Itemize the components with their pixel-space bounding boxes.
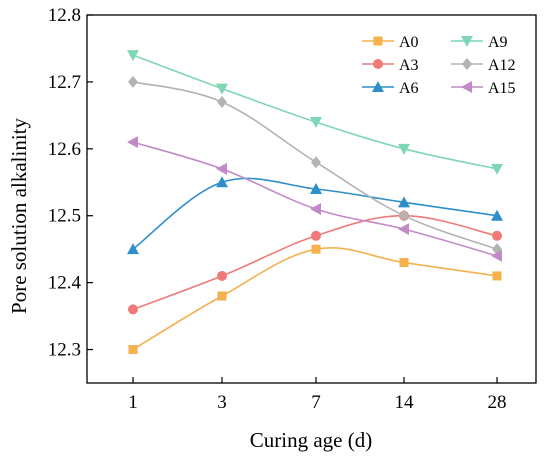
series-line-a9	[132, 54, 498, 170]
legend-marker	[461, 81, 472, 93]
x-tick-label: 14	[395, 392, 415, 413]
series-a15	[127, 136, 502, 262]
data-point-a3	[128, 304, 138, 315]
legend-label: A15	[488, 80, 516, 97]
series-line-a3	[132, 214, 498, 311]
legend-marker	[373, 36, 383, 46]
data-point-a3	[311, 230, 321, 241]
data-point-a12	[311, 156, 321, 169]
legend-item-a12: A12	[451, 57, 516, 74]
legend-marker	[372, 81, 384, 92]
data-point-a15	[310, 203, 321, 216]
y-tick-label: 12.3	[48, 340, 81, 361]
data-point-a0	[399, 258, 409, 268]
series-line-a0	[132, 247, 498, 351]
series-a0	[128, 244, 502, 355]
x-tick-label: 7	[311, 392, 321, 413]
data-point-a9	[216, 83, 228, 95]
y-tick-label: 12.6	[48, 139, 81, 160]
data-point-a15	[491, 249, 502, 262]
legend-item-a3: A3	[362, 57, 419, 74]
data-point-a6	[491, 209, 503, 221]
legend-item-a15: A15	[451, 80, 516, 97]
legend-label: A12	[488, 57, 516, 74]
plot-area-frame	[86, 14, 537, 384]
legend-label: A0	[399, 34, 419, 51]
data-point-a6	[127, 243, 139, 255]
data-point-a15	[216, 162, 227, 175]
legend-item-a0: A0	[362, 34, 419, 51]
legend-marker	[462, 58, 472, 70]
data-point-a3	[217, 270, 227, 281]
data-point-a6	[310, 182, 322, 194]
legend-marker	[373, 59, 383, 69]
data-point-a6	[216, 176, 228, 188]
data-point-a0	[128, 345, 138, 355]
data-point-a0	[311, 244, 321, 254]
legend-label: A3	[399, 57, 419, 74]
data-point-a9	[491, 163, 503, 175]
data-point-a12	[128, 75, 138, 88]
series-a3	[128, 210, 502, 315]
data-point-a0	[492, 271, 502, 281]
series-a12	[128, 75, 502, 256]
legend: A0 A3 A6 A9 A12 A15	[362, 34, 516, 97]
data-point-a6	[398, 196, 410, 208]
data-point-a15	[127, 136, 138, 149]
legend-item-a6: A6	[362, 80, 419, 97]
data-point-a12	[399, 209, 409, 222]
y-tick-label: 12.7	[48, 72, 81, 93]
x-axis-title: Curing age (d)	[250, 428, 372, 452]
data-point-a15	[398, 223, 409, 236]
y-tick-label: 12.5	[48, 206, 81, 227]
series-a9	[127, 50, 503, 175]
x-tick-label: 1	[128, 392, 138, 413]
y-tick-label: 12.4	[48, 273, 82, 294]
data-point-a12	[217, 95, 227, 108]
data-point-a9	[398, 143, 410, 155]
data-point-a9	[310, 117, 322, 129]
y-axis-title: Pore solution alkalinity	[7, 118, 31, 314]
x-tick-label: 28	[488, 392, 507, 413]
y-tick-label: 12.8	[48, 5, 81, 26]
data-point-a3	[492, 230, 502, 241]
legend-label: A9	[488, 34, 508, 51]
data-point-a9	[127, 50, 139, 62]
legend-label: A6	[399, 80, 419, 97]
legend-marker	[461, 36, 473, 47]
legend-item-a9: A9	[451, 34, 508, 51]
x-tick-label: 3	[217, 392, 227, 413]
data-point-a0	[217, 291, 227, 301]
series-a6	[127, 176, 503, 255]
